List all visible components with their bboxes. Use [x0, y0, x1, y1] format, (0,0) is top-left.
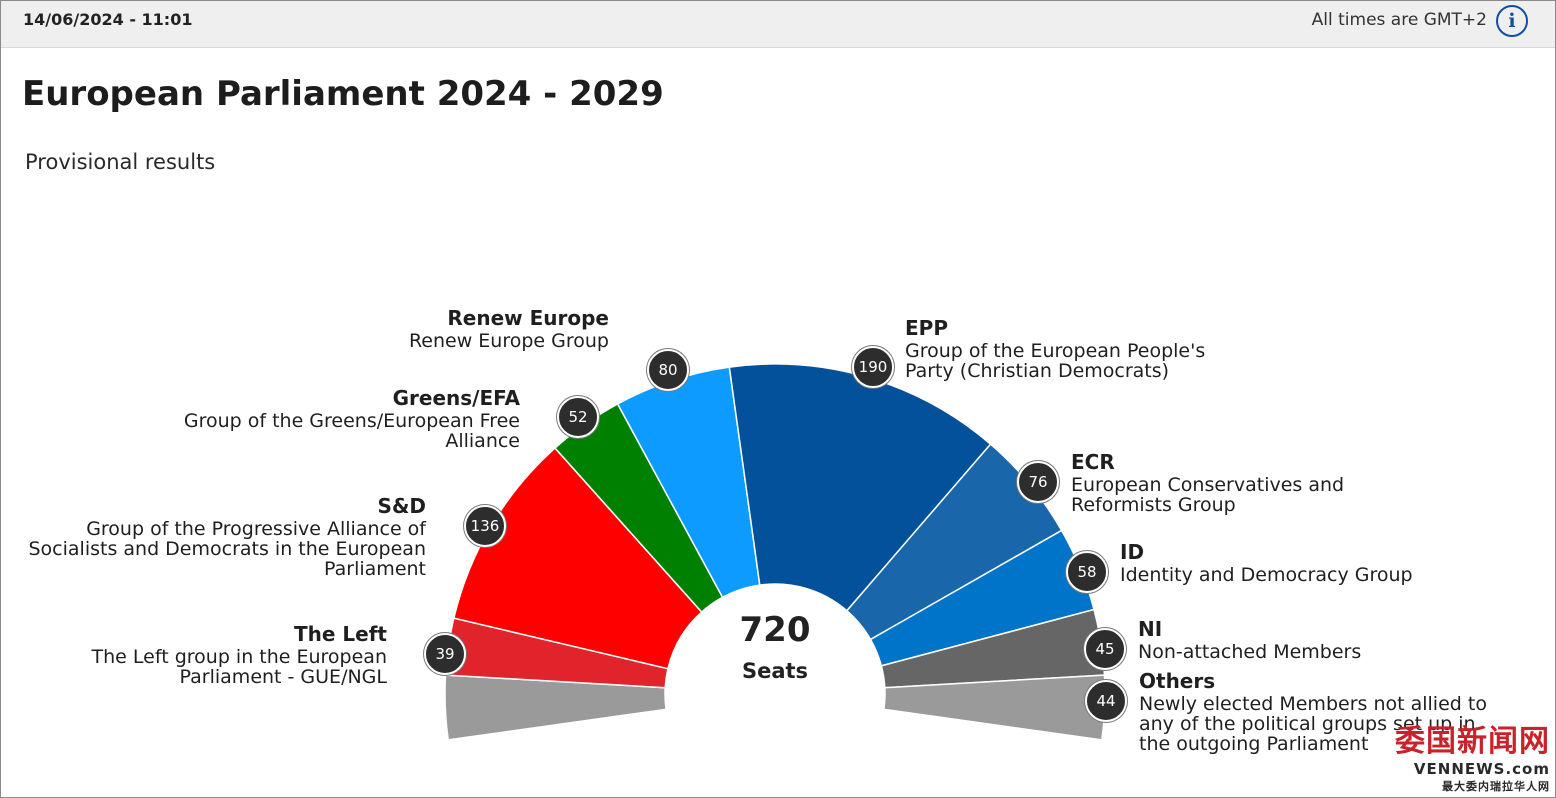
label-epp-short: EPP	[905, 316, 948, 340]
label-s-and-d: S&D Group of the Progressive Alliance of …	[26, 496, 426, 579]
label-others-short: Others	[1139, 669, 1216, 693]
label-left-name: The Left group in the European Parliamen…	[91, 646, 387, 688]
label-ni-short: NI	[1138, 617, 1163, 641]
label-ni: NI Non-attached Members	[1138, 619, 1538, 662]
label-others-name: Newly elected Members not allied to any …	[1139, 693, 1487, 755]
label-others: Others Newly elected Members not allied t…	[1139, 671, 1499, 754]
timezone-note: All times are GMT+2	[1311, 10, 1487, 30]
watermark-latin: VENNEWS.com	[1413, 760, 1550, 778]
label-greens-efa: Greens/EFA Group of the Greens/European F…	[120, 388, 520, 451]
label-renew-name: Renew Europe Group	[408, 330, 609, 352]
label-left-short: The Left	[294, 622, 387, 646]
seat-badge-left: 39	[424, 633, 466, 675]
label-ecr-short: ECR	[1071, 450, 1115, 474]
label-id: ID Identity and Democracy Group	[1120, 542, 1520, 585]
label-sd-name: Group of the Progressive Alliance of Soc…	[28, 518, 426, 580]
seat-badge-epp: 190	[852, 346, 894, 388]
label-renew-short: Renew Europe	[447, 306, 609, 330]
seat-badge-sd: 136	[464, 505, 506, 547]
info-icon[interactable]: i	[1496, 5, 1528, 37]
page-title: European Parliament 2024 - 2029	[22, 74, 664, 114]
segment-sd	[452, 446, 703, 670]
label-renew-europe: Renew Europe Renew Europe Group	[209, 308, 609, 351]
watermark-subtitle: 最大委内瑞拉华人网	[1442, 780, 1550, 793]
label-id-short: ID	[1120, 540, 1145, 564]
label-ecr: ECR European Conservatives and Reformists…	[1071, 452, 1391, 515]
seat-badge-ni: 45	[1084, 628, 1126, 670]
top-bar: 14/06/2024 - 11:01 All times are GMT+2 i	[1, 1, 1555, 48]
label-the-left: The Left The Left group in the European P…	[0, 624, 387, 687]
seat-badge-ecr: 76	[1017, 461, 1059, 503]
label-greens-name: Group of the Greens/European Free Allian…	[183, 410, 520, 452]
segment-epp	[728, 363, 992, 612]
last-updated-timestamp: 14/06/2024 - 11:01	[23, 10, 193, 29]
watermark-logo: 委国新闻网 VENNEWS.com 最大委内瑞拉华人网	[1395, 716, 1550, 794]
label-epp-name: Group of the European People's Party (Ch…	[905, 340, 1206, 382]
seat-badge-others: 44	[1085, 680, 1127, 722]
seat-badge-renew: 80	[647, 349, 689, 391]
label-ecr-name: European Conservatives and Reformists Gr…	[1071, 474, 1345, 516]
watermark-chinese: 委国新闻网	[1395, 724, 1550, 759]
label-greens-short: Greens/EFA	[392, 386, 520, 410]
label-sd-short: S&D	[377, 494, 426, 518]
total-seats-value: 720	[739, 610, 811, 650]
label-epp: EPP Group of the European People's Party …	[905, 318, 1245, 381]
seat-badge-id: 58	[1066, 551, 1108, 593]
seat-badge-greens: 52	[557, 396, 599, 438]
page-subtitle: Provisional results	[25, 150, 216, 174]
label-id-name: Identity and Democracy Group	[1120, 564, 1413, 586]
label-ni-name: Non-attached Members	[1138, 641, 1362, 663]
total-seats-label: Seats	[741, 659, 809, 683]
